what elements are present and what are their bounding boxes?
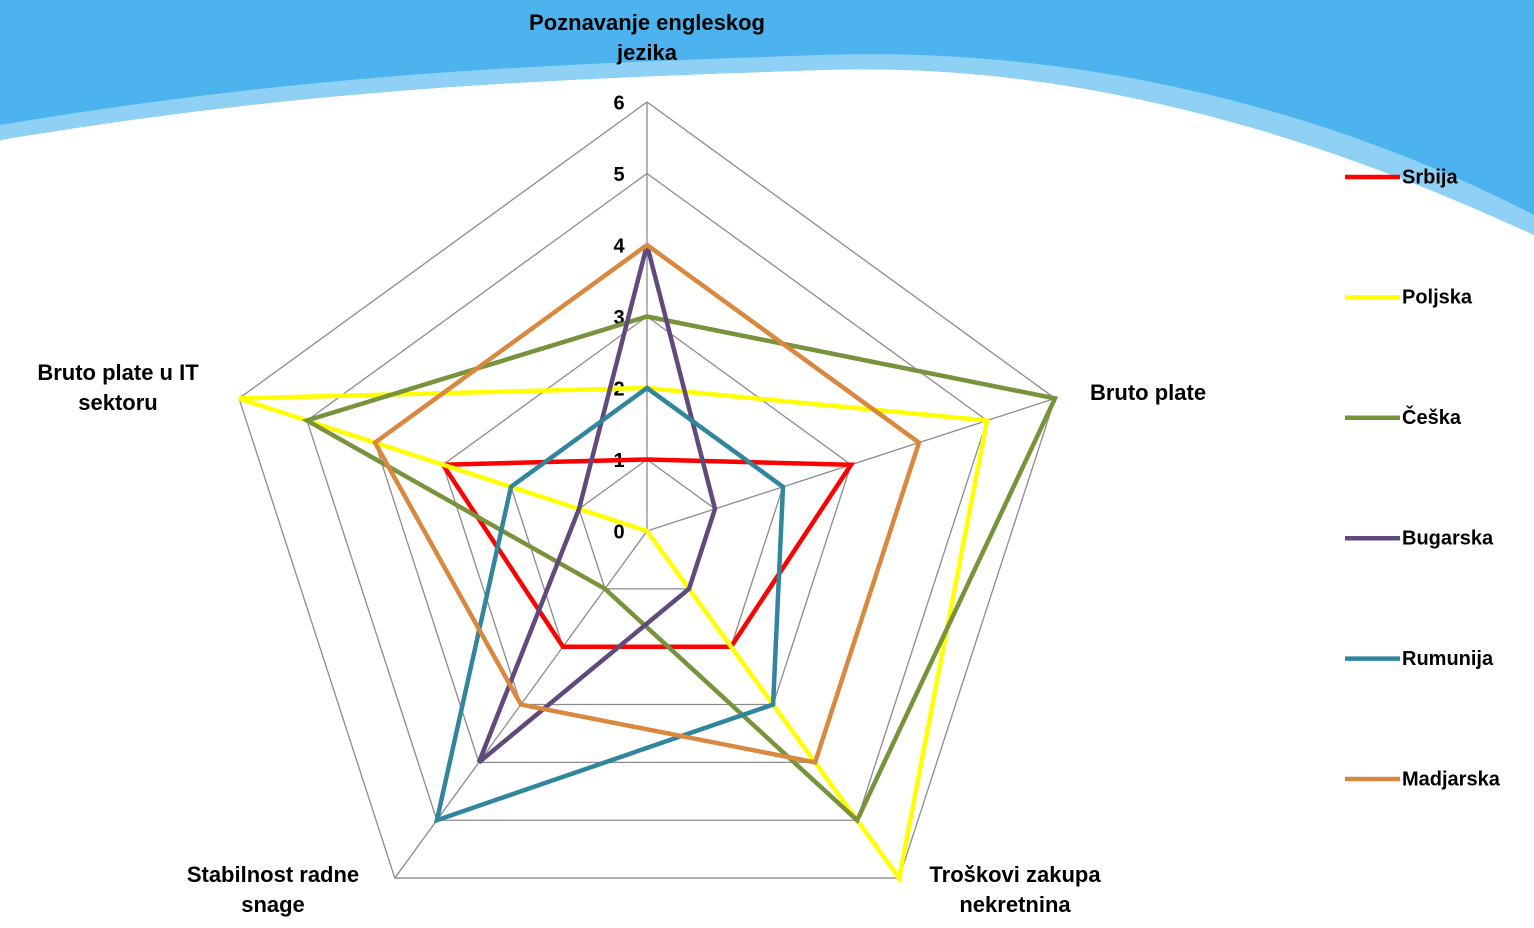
legend-label: Bugarska xyxy=(1402,527,1494,549)
legend-label: Srbija xyxy=(1402,166,1458,188)
axis-label: Bruto plate xyxy=(1089,380,1207,405)
axis-label: Troškovi zakupa nekretnina xyxy=(929,862,1101,917)
grid-ring xyxy=(306,172,988,821)
r-tick-label: 6 xyxy=(613,92,624,114)
series-line xyxy=(476,244,718,765)
legend-label: Poljska xyxy=(1402,287,1473,309)
background-wave-light xyxy=(0,54,1534,235)
background-wave xyxy=(0,0,1534,235)
axis-label: Stabilnost radne snage xyxy=(186,862,360,917)
axis-label: Poznavanje engleskog jezika xyxy=(529,10,765,65)
r-tick-label: 3 xyxy=(613,307,624,329)
legend-label: Madjarska xyxy=(1402,768,1501,790)
series-line xyxy=(301,314,1059,824)
grid-ring xyxy=(238,101,1056,879)
grid-ring xyxy=(578,458,716,590)
series-line xyxy=(433,385,786,824)
r-tick-label: 5 xyxy=(613,164,624,186)
legend-label: Češka xyxy=(1402,405,1462,429)
grid-ring xyxy=(442,315,852,706)
series-line xyxy=(372,242,922,765)
r-tick-label: 0 xyxy=(613,521,624,543)
axis-label: Bruto plate u IT sektoru xyxy=(37,360,199,415)
legend-label: Rumunija xyxy=(1402,648,1494,670)
series-line xyxy=(438,457,856,649)
r-tick-label: 4 xyxy=(613,235,625,257)
